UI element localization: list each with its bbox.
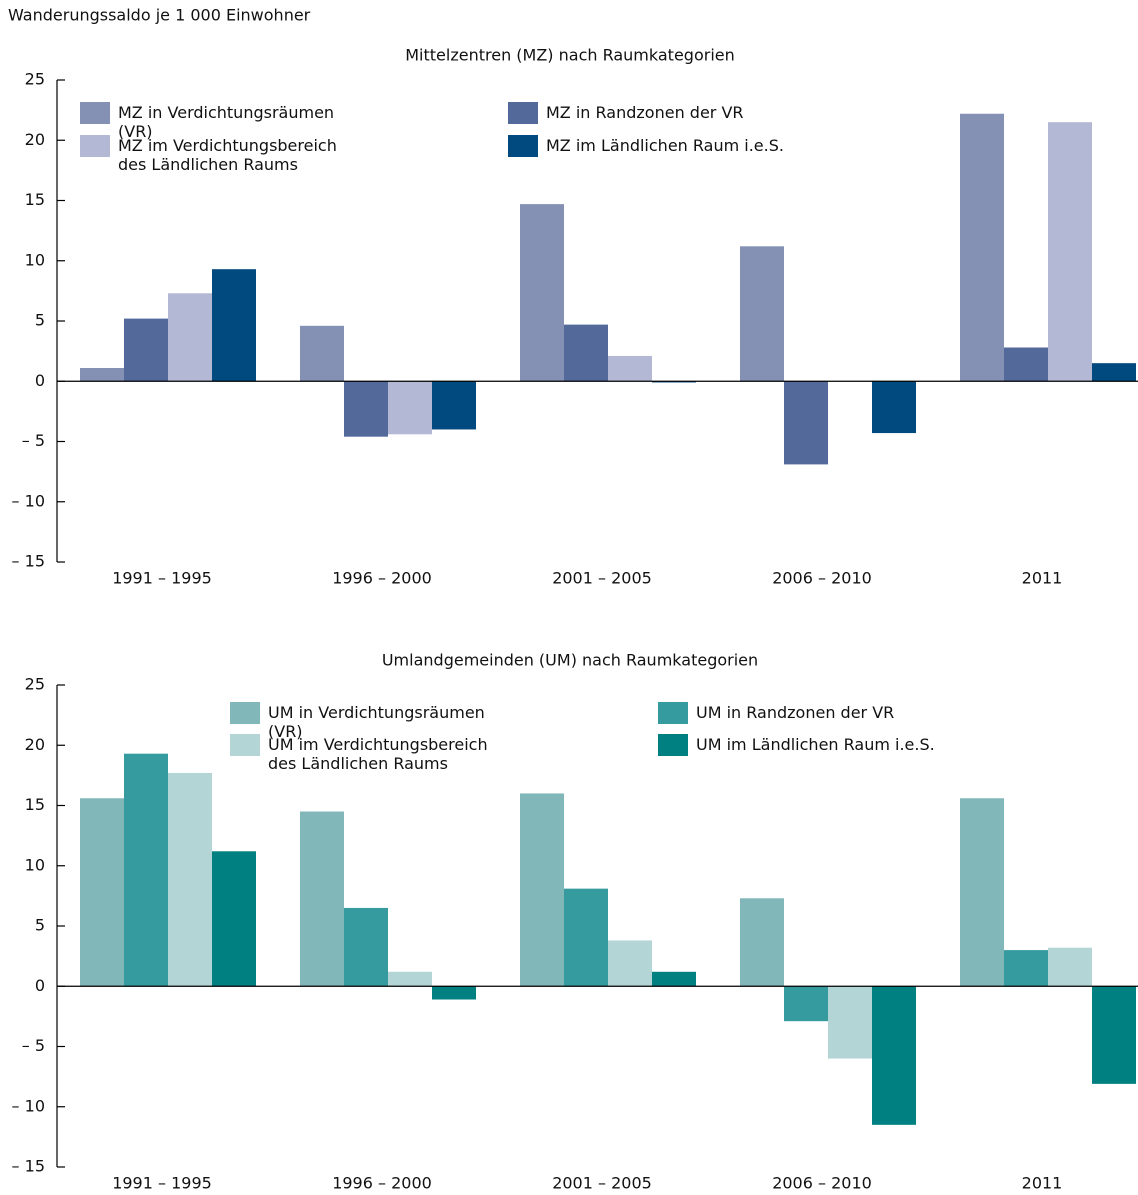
y-tick-label: 20 — [25, 735, 45, 754]
x-tick-label: 2001 – 2005 — [552, 1174, 652, 1193]
bar — [168, 293, 212, 382]
legend-label: UM im Verdichtungsbereich des Ländlichen… — [268, 735, 488, 773]
x-tick-label: 2006 – 2010 — [772, 1174, 872, 1193]
bar — [344, 907, 388, 987]
chart-title: Mittelzentren (MZ) nach Raumkategorien — [405, 46, 735, 65]
legend-label: MZ im Verdichtungsbereich des Ländlichen… — [118, 136, 337, 174]
legend-swatch — [80, 135, 110, 157]
x-tick-label: 2001 – 2005 — [552, 569, 652, 588]
y-tick-label: 0 — [35, 371, 45, 390]
bar — [1048, 122, 1092, 382]
legend-swatch — [658, 734, 688, 756]
bar — [80, 798, 124, 987]
legend-label: UM im Ländlichen Raum i.e.S. — [696, 735, 935, 754]
bar — [124, 753, 168, 987]
legend-swatch — [230, 734, 260, 756]
bar — [960, 113, 1004, 382]
legend-label: MZ in Randzonen der VR — [546, 103, 744, 122]
x-tick-label: 2006 – 2010 — [772, 569, 872, 588]
bar — [1004, 950, 1048, 987]
bar — [828, 986, 872, 1059]
bar — [344, 381, 388, 437]
bar — [872, 986, 916, 1125]
bar — [388, 971, 432, 987]
x-tick-label: 1996 – 2000 — [332, 569, 432, 588]
legend-label: MZ im Ländlichen Raum i.e.S. — [546, 136, 784, 155]
x-tick-label: 1991 – 1995 — [112, 569, 212, 588]
bar — [300, 811, 344, 987]
y-tick-label: 25 — [25, 70, 45, 89]
bar — [652, 971, 696, 987]
bar — [212, 851, 256, 987]
x-tick-label: 2011 — [1022, 1174, 1063, 1193]
legend-label: UM in Randzonen der VR — [696, 703, 895, 722]
bar — [124, 318, 168, 382]
legend-swatch — [508, 102, 538, 124]
legend-swatch — [230, 702, 260, 724]
x-tick-label: 1991 – 1995 — [112, 1174, 212, 1193]
bar — [784, 986, 828, 1022]
legend-swatch — [80, 102, 110, 124]
bar — [80, 367, 124, 382]
bar — [1048, 947, 1092, 987]
bar — [872, 381, 916, 434]
y-tick-label: 5 — [35, 916, 45, 935]
y-tick-label: 0 — [35, 976, 45, 995]
bar — [784, 381, 828, 465]
bar — [432, 381, 476, 430]
bar — [432, 986, 476, 1000]
bar — [652, 381, 696, 383]
bar — [740, 246, 784, 382]
x-tick-label: 1996 – 2000 — [332, 1174, 432, 1193]
y-tick-label: 20 — [25, 130, 45, 149]
y-tick-label: – 15 — [12, 552, 45, 571]
legend-label: MZ in Verdichtungsräumen (VR) — [118, 103, 335, 141]
y-tick-label: 10 — [25, 855, 45, 874]
y-tick-label: – 5 — [22, 1036, 45, 1055]
y-tick-label: – 10 — [12, 491, 45, 510]
y-tick-label: – 10 — [12, 1096, 45, 1115]
y-tick-label: – 15 — [12, 1157, 45, 1176]
y-axis-label: Wanderungssaldo je 1 000 Einwohner — [8, 6, 311, 25]
bar — [212, 269, 256, 382]
bar — [520, 793, 564, 987]
bar — [1004, 347, 1048, 382]
y-tick-label: – 5 — [22, 431, 45, 450]
bar — [564, 324, 608, 382]
bar — [520, 204, 564, 382]
bar — [608, 355, 652, 382]
legend-swatch — [508, 135, 538, 157]
bar — [960, 798, 1004, 987]
legend-swatch — [658, 702, 688, 724]
y-tick-label: 10 — [25, 250, 45, 269]
y-tick-label: 5 — [35, 311, 45, 330]
bar — [388, 381, 432, 435]
legend-label: UM in Verdichtungsräumen (VR) — [268, 703, 485, 741]
bar — [168, 772, 212, 987]
x-tick-label: 2011 — [1022, 569, 1063, 588]
chart-title: Umlandgemeinden (UM) nach Raumkategorien — [382, 651, 758, 670]
y-tick-label: 25 — [25, 675, 45, 694]
y-tick-label: 15 — [25, 795, 45, 814]
bar — [1092, 363, 1136, 382]
y-tick-label: 15 — [25, 190, 45, 209]
bar — [564, 888, 608, 987]
bar — [1092, 986, 1136, 1084]
bar — [740, 898, 784, 987]
bar — [300, 325, 344, 382]
bar — [608, 940, 652, 987]
